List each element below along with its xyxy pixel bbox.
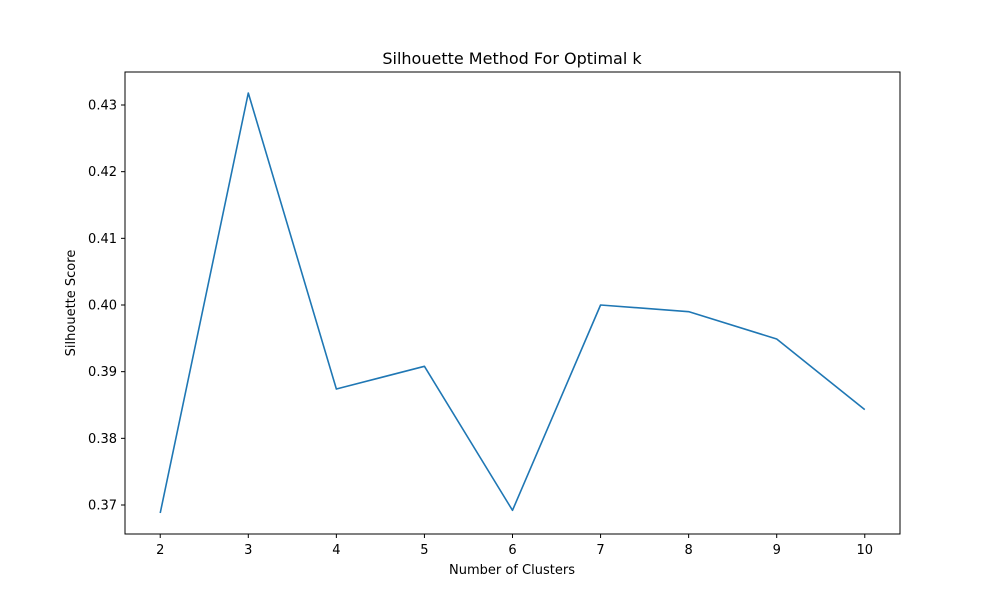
y-tick-label: 0.39	[88, 365, 117, 380]
x-tick-label: 3	[244, 543, 252, 558]
y-axis-label: Silhouette Score	[64, 250, 79, 357]
x-tick-label: 10	[856, 543, 873, 558]
y-tick-label: 0.41	[88, 232, 117, 247]
chart-title: Silhouette Method For Optimal k	[382, 49, 642, 68]
y-tick-label: 0.42	[88, 165, 117, 180]
y-tick-label: 0.43	[88, 99, 117, 114]
x-tick-label: 5	[420, 543, 428, 558]
x-tick-label: 6	[508, 543, 516, 558]
x-tick-label: 8	[684, 543, 692, 558]
x-tick-label: 4	[332, 543, 340, 558]
y-tick-label: 0.37	[88, 499, 117, 514]
y-tick-label: 0.38	[88, 432, 117, 447]
plot-frame	[124, 71, 901, 535]
x-tick-label: 9	[773, 543, 781, 558]
y-tick-label: 0.40	[88, 299, 117, 314]
x-tick-label: 7	[596, 543, 604, 558]
x-axis-label: Number of Clusters	[449, 563, 575, 578]
x-tick-label: 2	[156, 543, 164, 558]
plot-lines	[159, 92, 866, 514]
y-axis-ticks: 0.37 0.38 0.39 0.40 0.41 0.42 0.43	[88, 99, 125, 514]
x-axis-ticks: 2 3 4 5 6 7 8 9 10	[156, 534, 873, 558]
